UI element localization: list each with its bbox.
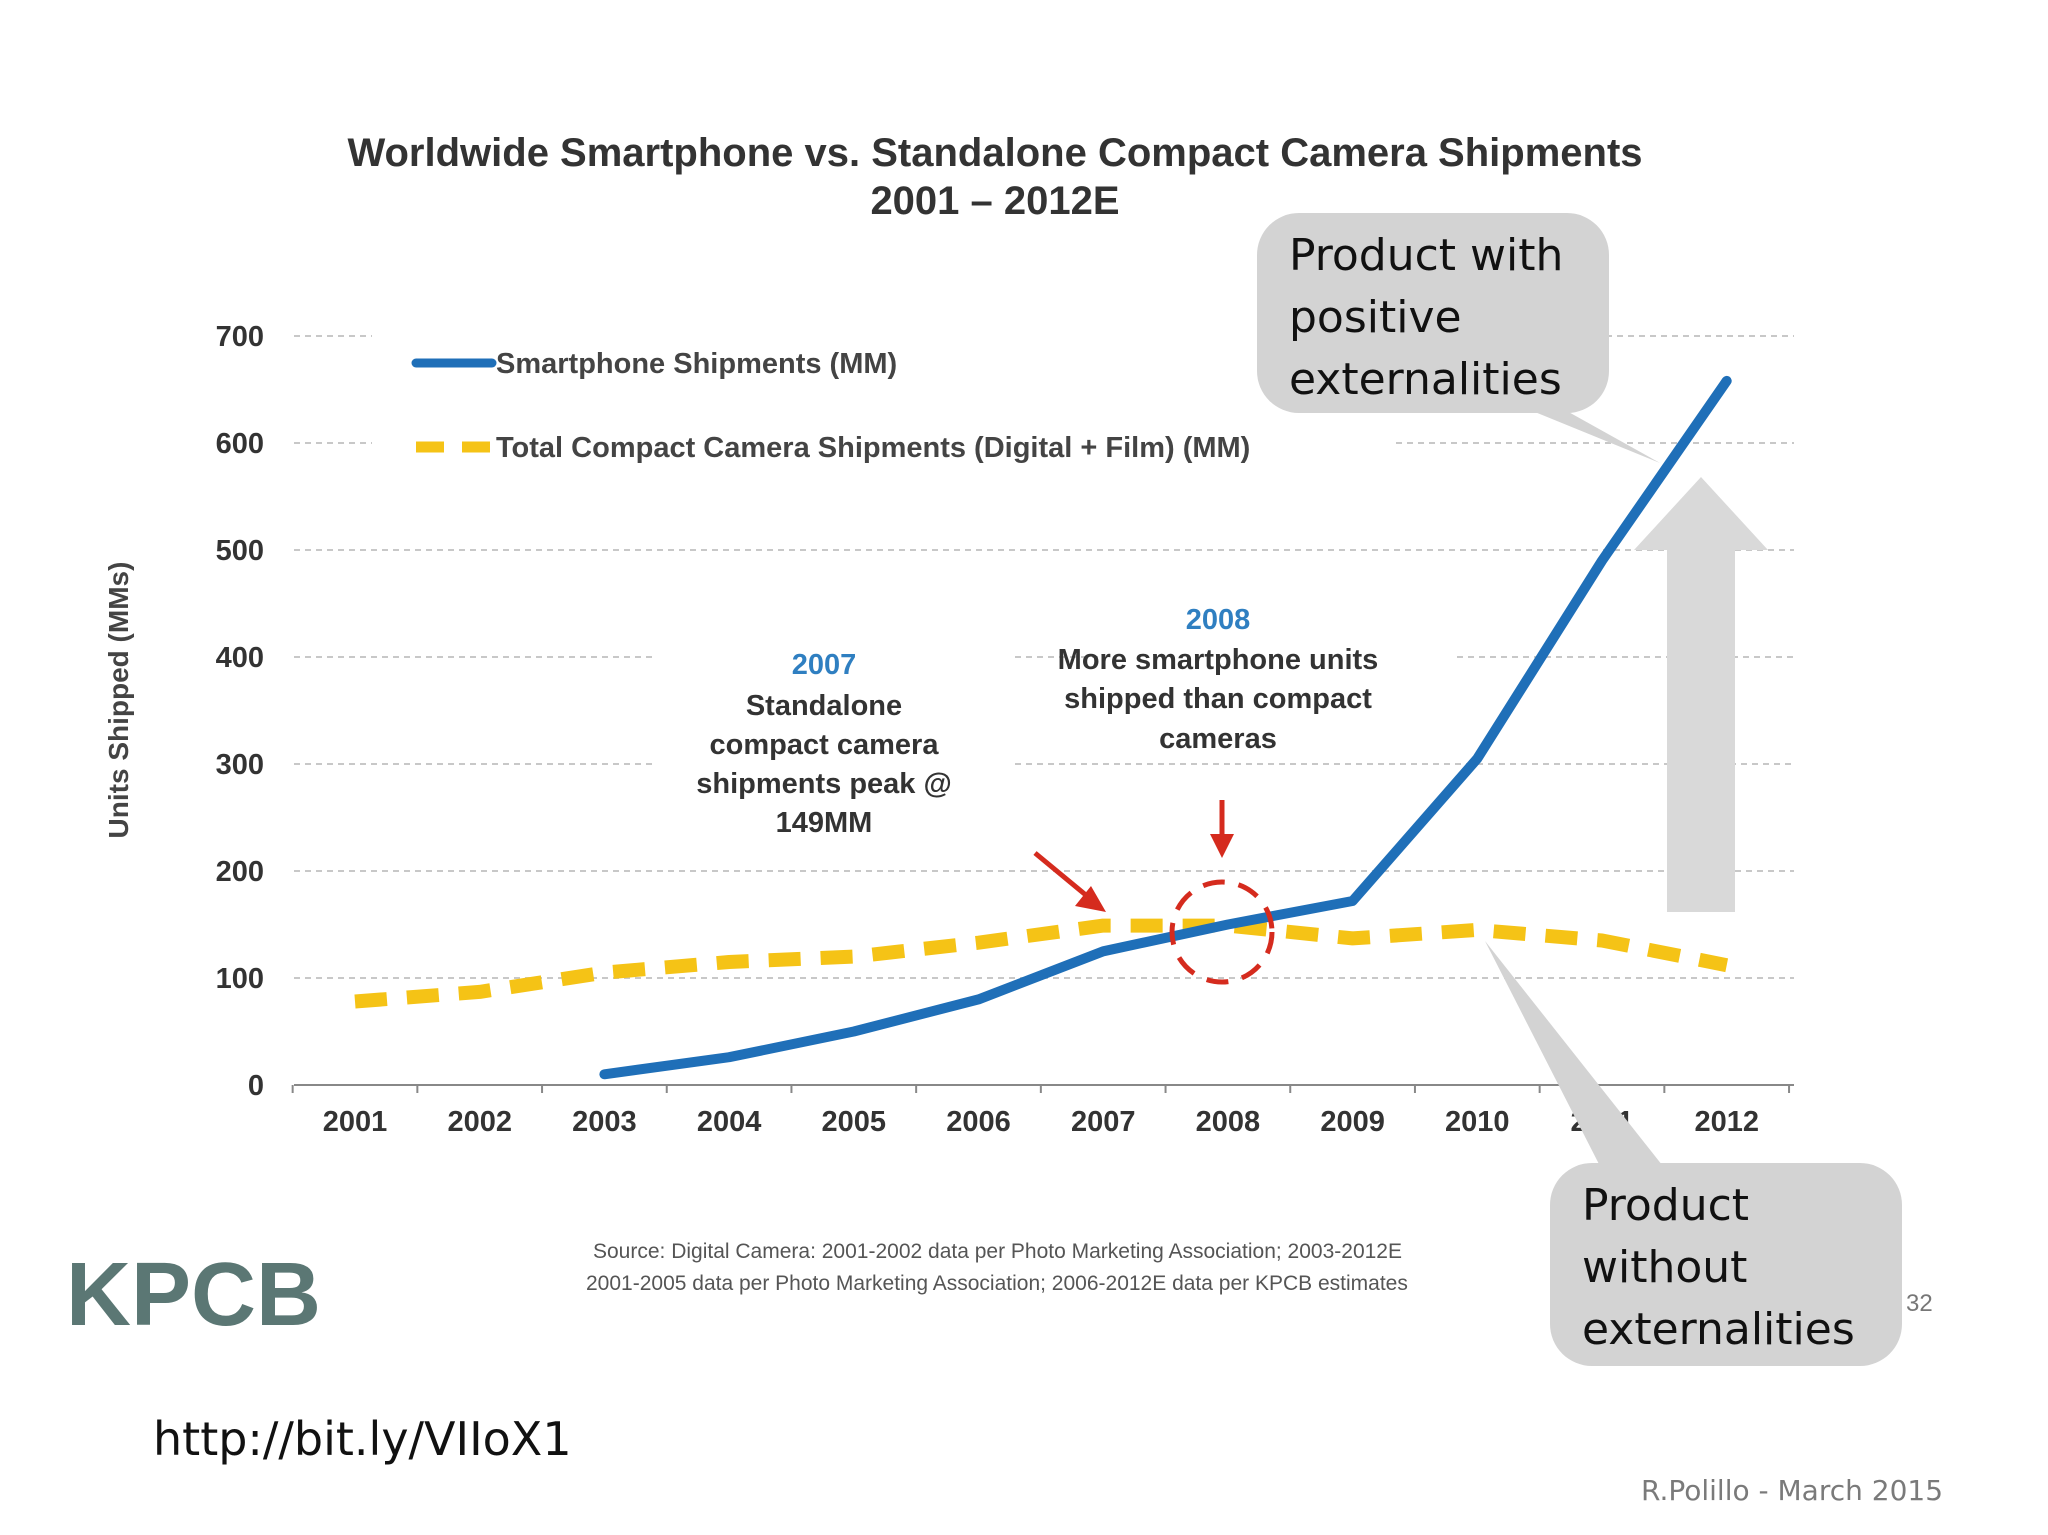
x-tick-label: 2008 (1196, 1106, 1261, 1138)
y-tick-label: 600 (216, 428, 264, 460)
arrow-to-2008-crossover (1210, 800, 1234, 858)
chart-subtitle: 2001 – 2012E (870, 179, 1119, 223)
x-tick-label: 2005 (822, 1106, 887, 1138)
annotation-2007-line: shipments peak @ (696, 768, 952, 800)
page-number: 32 (1906, 1290, 1933, 1317)
y-tick-label: 500 (216, 535, 264, 567)
x-tick-label: 2007 (1071, 1106, 1136, 1138)
x-tick-label: 2002 (447, 1106, 512, 1138)
callout-without-externalities: Product without externalities (1550, 1163, 1902, 1366)
growth-up-arrow (1634, 477, 1768, 912)
callout-positive-line: positive (1289, 292, 1462, 343)
y-axis-label: Units Shipped (MMs) (103, 562, 134, 839)
data-series (354, 375, 1732, 1080)
y-tick-labels: 0 100 200 300 400 500 600 700 (216, 321, 264, 1102)
annotation-2007-line: compact camera (710, 729, 940, 761)
annotation-2007-line: Standalone (746, 690, 902, 722)
callout-positive-externalities: Product with positive externalities (1257, 213, 1609, 413)
arrow-to-2007-peak (1033, 851, 1106, 912)
source-note-line: 2001-2005 data per Photo Marketing Assoc… (586, 1272, 1408, 1295)
annotation-2008-line: shipped than compact (1064, 683, 1372, 715)
author-credit: R.Polillo - March 2015 (1641, 1474, 1944, 1507)
legend-label-camera: Total Compact Camera Shipments (Digital … (496, 432, 1250, 464)
y-tick-label: 400 (216, 642, 264, 674)
annotation-2008-line: cameras (1159, 723, 1277, 755)
x-tick-label: 2006 (946, 1106, 1011, 1138)
annotation-2008-line: More smartphone units (1058, 644, 1379, 676)
x-tick-label: 2004 (697, 1106, 762, 1138)
y-tick-label: 0 (248, 1070, 264, 1102)
source-note-line: Source: Digital Camera: 2001-2002 data p… (593, 1240, 1402, 1263)
legend-label-smartphone: Smartphone Shipments (MM) (496, 348, 897, 380)
x-tick-label: 2003 (572, 1106, 637, 1138)
callout-positive-line: Product with (1289, 230, 1564, 281)
y-tick-label: 300 (216, 749, 264, 781)
series-line-camera (354, 918, 1729, 1009)
callout-without-line: Product (1582, 1180, 1750, 1231)
x-tick-label: 2010 (1445, 1106, 1510, 1138)
callout-pointer-positive (1530, 410, 1660, 463)
series-line-smartphone (599, 375, 1732, 1080)
annotation-2007: 2007 Standalone compact camera shipments… (696, 649, 952, 839)
x-tick-label: 2009 (1320, 1106, 1385, 1138)
x-tick-label: 2012 (1694, 1106, 1759, 1138)
x-tick-label: 2001 (323, 1106, 388, 1138)
y-tick-label: 100 (216, 963, 264, 995)
callout-without-line: externalities (1582, 1304, 1855, 1355)
crossover-highlight-circle (1169, 879, 1275, 985)
kpcb-logo: KPCB (66, 1245, 321, 1345)
source-link[interactable]: http://bit.ly/VIIoX1 (153, 1412, 572, 1466)
chart-title: Worldwide Smartphone vs. Standalone Comp… (347, 131, 1642, 175)
callout-positive-line: externalities (1289, 354, 1562, 405)
annotation-2008: 2008 More smartphone units shipped than … (1058, 604, 1379, 755)
annotation-2007-year: 2007 (792, 649, 857, 681)
annotation-2008-year: 2008 (1186, 604, 1251, 636)
annotation-2007-line: 149MM (776, 807, 873, 839)
callout-pointer-without (1485, 941, 1666, 1170)
y-tick-label: 200 (216, 856, 264, 888)
y-tick-label: 700 (216, 321, 264, 353)
callout-without-line: without (1582, 1242, 1748, 1293)
legend: Smartphone Shipments (MM) Total Compact … (411, 348, 1250, 464)
